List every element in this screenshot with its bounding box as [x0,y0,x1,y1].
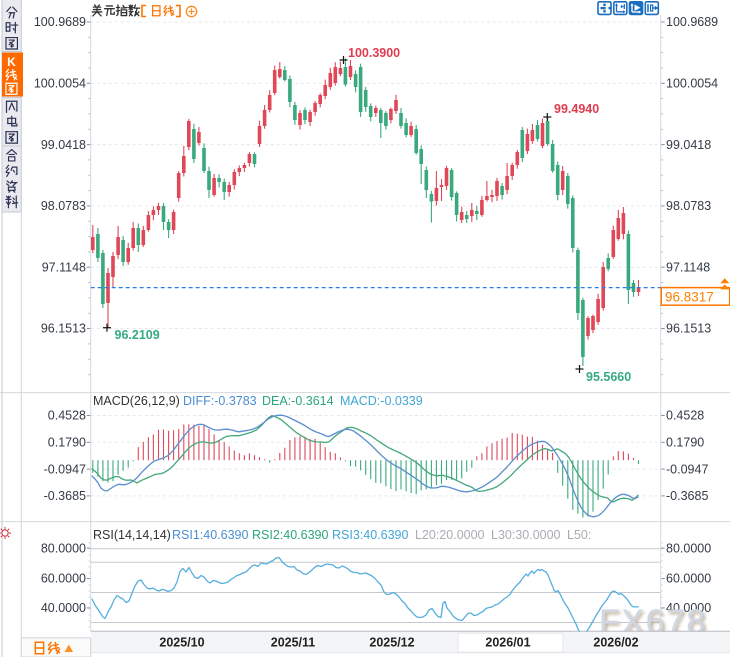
svg-text:97.1148: 97.1148 [42,260,86,274]
svg-text:0.4528: 0.4528 [48,409,86,423]
svg-text:99.0418: 99.0418 [41,138,86,152]
svg-text:99.4940: 99.4940 [554,102,599,116]
svg-text:RSI(14,14,14): RSI(14,14,14) [93,528,171,542]
svg-text:2026/02: 2026/02 [593,636,638,650]
svg-text:0.1790: 0.1790 [666,436,704,450]
svg-text:100.3900: 100.3900 [348,46,400,60]
svg-text:-0.3685: -0.3685 [44,489,86,503]
svg-text:97.1148: 97.1148 [666,260,710,274]
svg-text:60.0000: 60.0000 [666,572,711,586]
svg-text:40.0000: 40.0000 [41,601,86,615]
svg-text:RSI1:40.6390: RSI1:40.6390 [172,528,248,542]
svg-text:100.9689: 100.9689 [34,15,86,29]
svg-text:100.0054: 100.0054 [666,77,718,91]
svg-text:0.4528: 0.4528 [666,409,704,423]
svg-text:L30:30.0000: L30:30.0000 [491,528,561,542]
svg-text:96.1513: 96.1513 [666,322,711,336]
svg-text:-0.0947: -0.0947 [666,462,708,476]
svg-text:K: K [7,55,16,69]
svg-text:96.8317: 96.8317 [665,290,714,305]
svg-text:RSI3:40.6390: RSI3:40.6390 [332,528,408,542]
svg-text:DIFF:-0.3783: DIFF:-0.3783 [183,394,257,408]
svg-text:80.0000: 80.0000 [666,541,711,555]
svg-text:0.1790: 0.1790 [48,436,86,450]
svg-text:60.0000: 60.0000 [41,572,86,586]
svg-text:2026/01: 2026/01 [485,636,530,650]
svg-text:40.0000: 40.0000 [666,601,711,615]
svg-text:-0.3685: -0.3685 [666,489,708,503]
svg-text:96.1513: 96.1513 [41,322,86,336]
svg-text:2025/10: 2025/10 [159,636,204,650]
svg-text:RSI2:40.6390: RSI2:40.6390 [252,528,328,542]
svg-text:2025/11: 2025/11 [271,636,316,650]
svg-text:DEA:-0.3614: DEA:-0.3614 [262,394,334,408]
svg-text:98.0783: 98.0783 [41,199,86,213]
svg-text:80.0000: 80.0000 [41,541,86,555]
svg-text:100.0054: 100.0054 [34,77,86,91]
svg-text:99.0418: 99.0418 [666,138,711,152]
svg-text:2025/12: 2025/12 [369,636,414,650]
svg-text:MACD(26,12,9): MACD(26,12,9) [93,394,180,408]
svg-text:95.5660: 95.5660 [586,370,631,384]
svg-text:100.9689: 100.9689 [666,15,718,29]
svg-text:L50:: L50: [567,528,591,542]
svg-text:-0.0947: -0.0947 [44,462,86,476]
svg-text:96.2109: 96.2109 [115,328,160,342]
svg-text:MACD:-0.0339: MACD:-0.0339 [340,394,423,408]
svg-text:L20:20.0000: L20:20.0000 [415,528,485,542]
svg-text:98.0783: 98.0783 [666,199,711,213]
